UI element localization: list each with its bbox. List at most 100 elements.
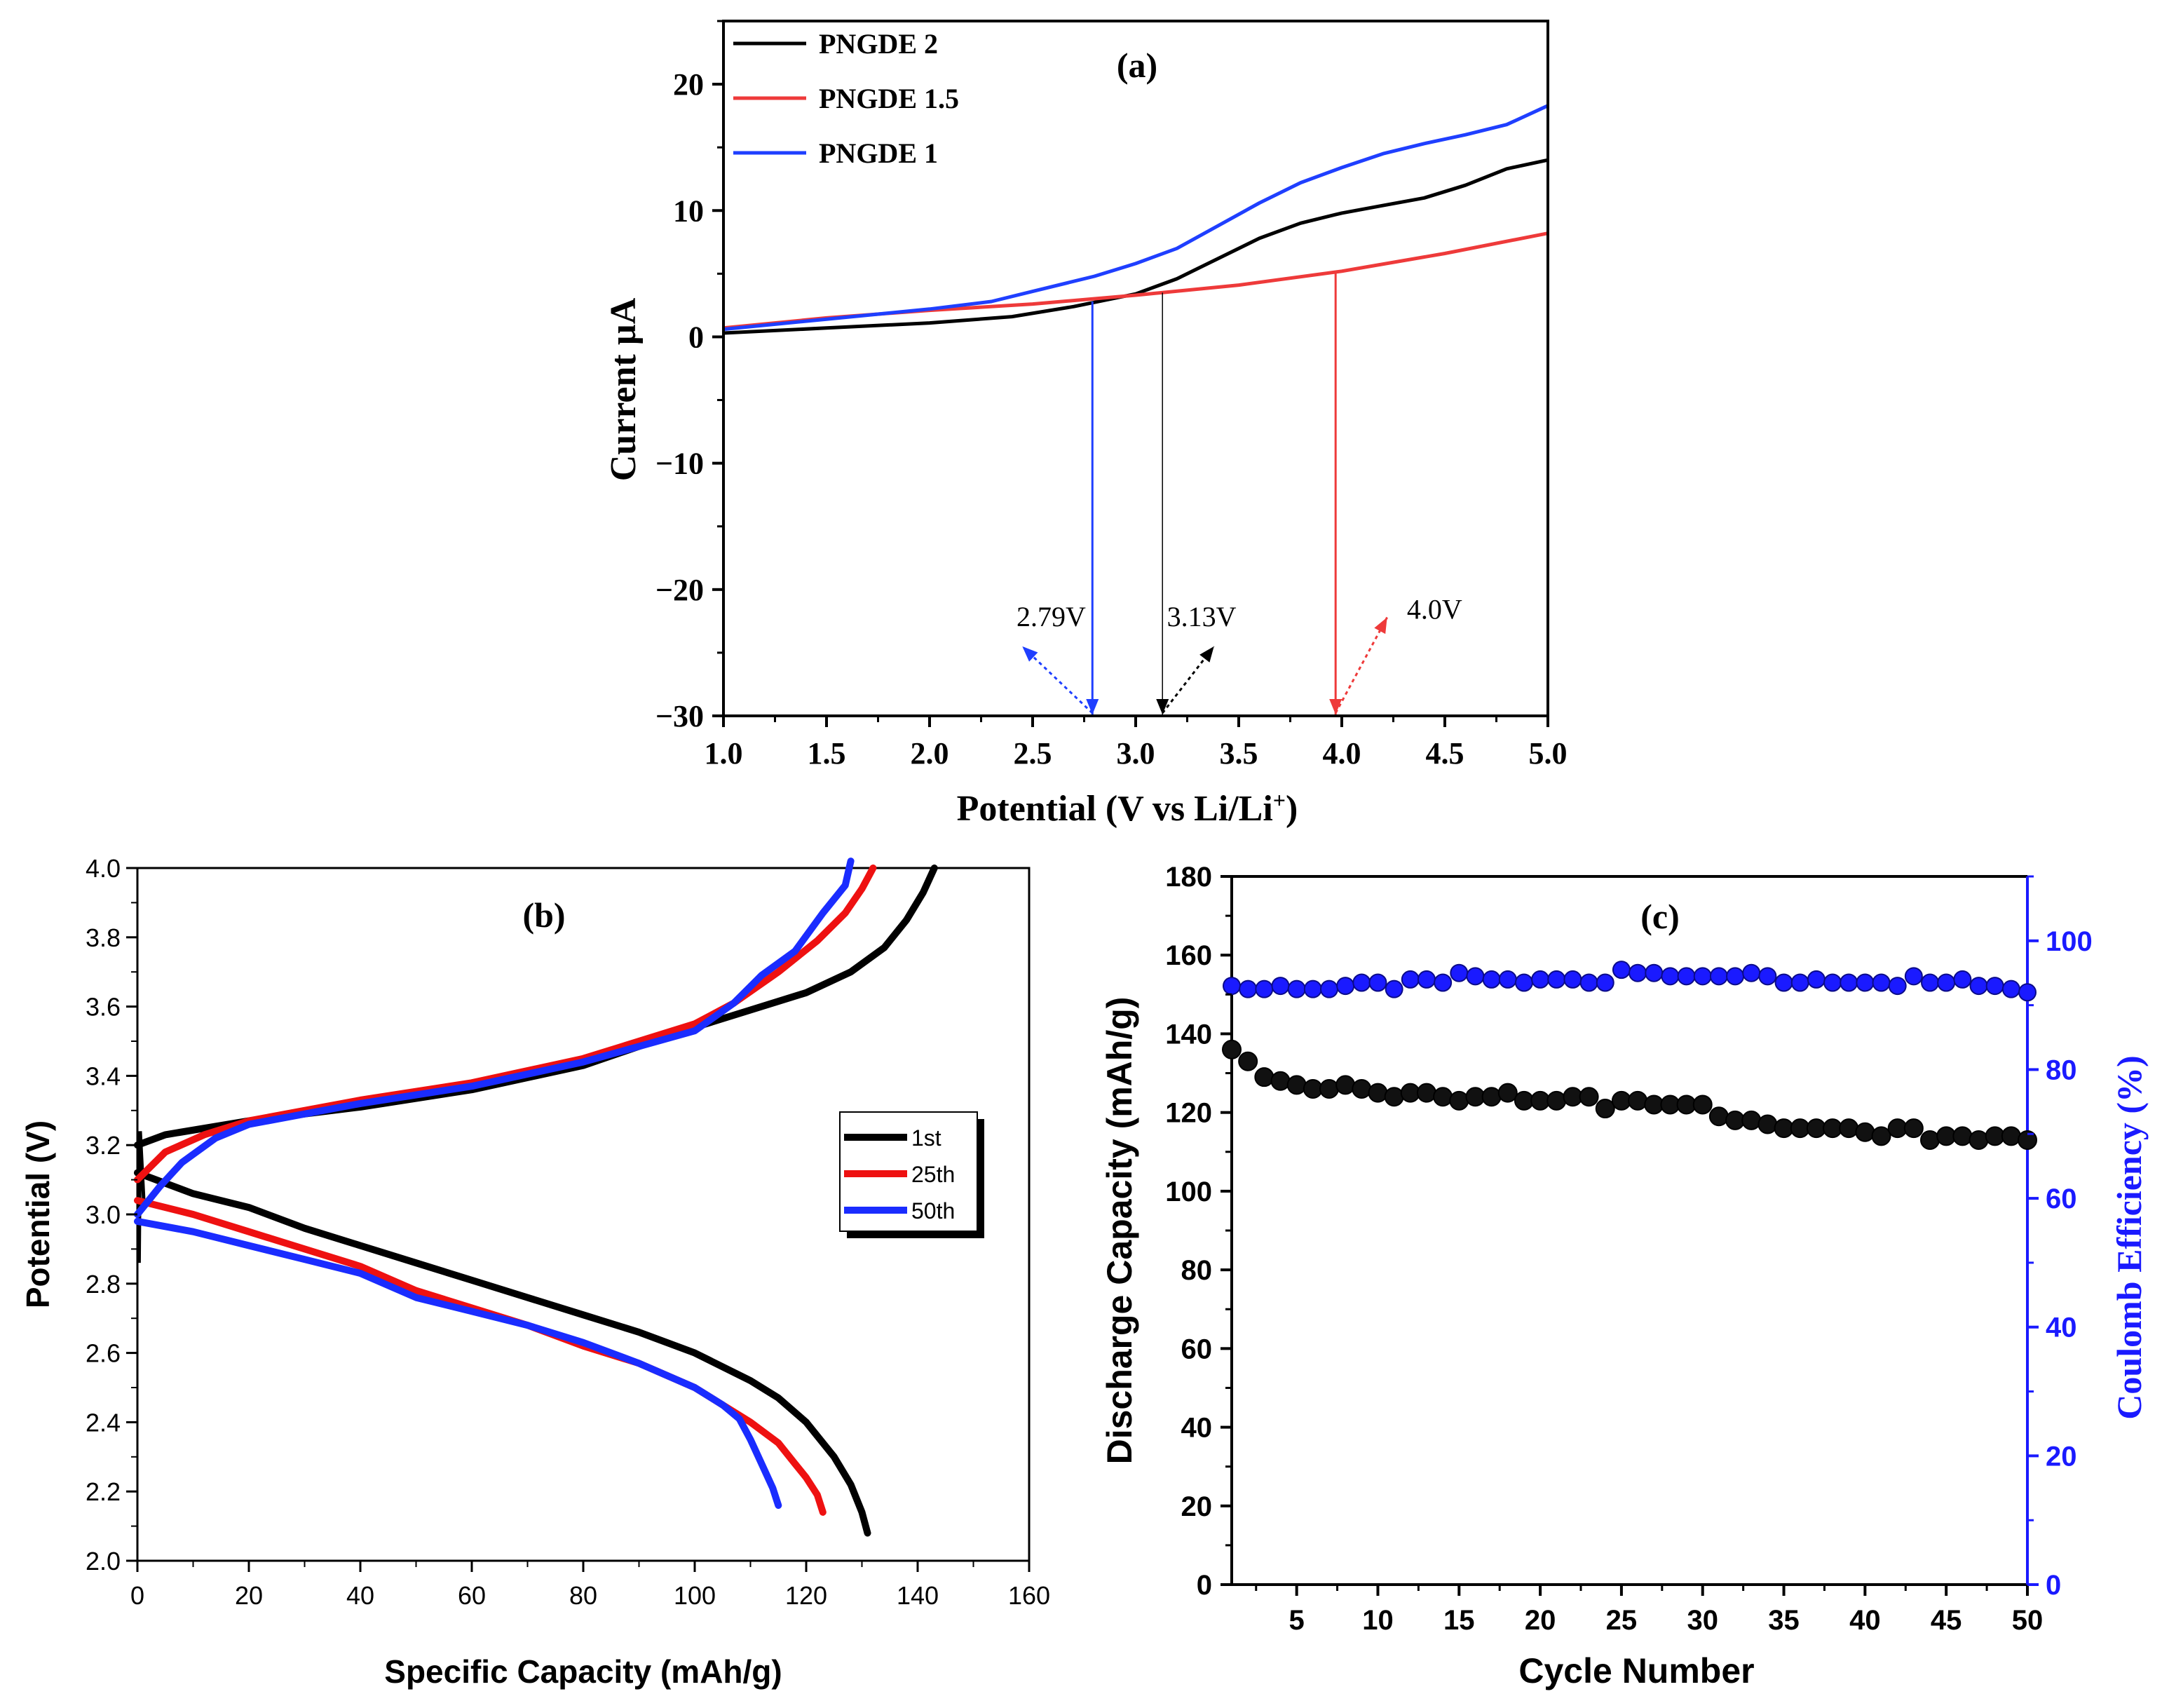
x-tick-label: 40 <box>346 1581 374 1610</box>
capacity-point <box>1692 1094 1713 1115</box>
legend-label-1: 1st <box>911 1125 941 1151</box>
capacity-point <box>1319 1079 1339 1099</box>
capacity-point <box>2018 1130 2037 1150</box>
y-tick-label: 20 <box>673 67 704 102</box>
capacity-point <box>1449 1090 1469 1111</box>
x-tick-label: 10 <box>1362 1605 1394 1636</box>
y-tick-label: 3.2 <box>86 1131 121 1160</box>
capacity-point <box>1903 1118 1924 1139</box>
efficiency-point <box>1466 967 1485 986</box>
y-right-tick-label: 80 <box>2046 1055 2077 1085</box>
capacity-point <box>1286 1075 1307 1095</box>
capacity-point <box>1660 1094 1680 1115</box>
x-tick-label: 4.0 <box>1323 736 1361 771</box>
efficiency-point <box>1888 977 1907 996</box>
capacity-point <box>1855 1122 1875 1142</box>
y-tick-label: 2.6 <box>86 1339 121 1368</box>
capacity-point <box>1758 1114 1778 1134</box>
efficiency-point <box>1612 961 1631 980</box>
capacity-point <box>1936 1126 1957 1146</box>
efficiency-point <box>1531 970 1550 989</box>
y-axis-title: Current µA <box>604 297 644 481</box>
y-tick-label: 3.0 <box>86 1200 121 1229</box>
efficiency-point <box>1271 977 1290 996</box>
y-tick-label: 20 <box>1181 1491 1213 1522</box>
annotation-label-1: 2.79V <box>1017 601 1086 632</box>
y-tick-label: 120 <box>1165 1098 1212 1129</box>
y-tick-label: 4.0 <box>86 854 121 883</box>
panel-label: (b) <box>522 895 565 935</box>
capacity-point <box>1384 1087 1404 1107</box>
y-tick-label: 2.2 <box>86 1477 121 1506</box>
y-tick-label: 3.8 <box>86 923 121 952</box>
x-axis-title: Specific Capacity (mAh/g) <box>384 1653 782 1690</box>
initial-voltage-spike <box>137 1131 147 1263</box>
capacity-point <box>1708 1106 1729 1127</box>
efficiency-point <box>1758 967 1777 986</box>
discharge-curve-1st <box>134 1169 871 1537</box>
x-tick-label: 25 <box>1606 1605 1638 1636</box>
capacity-point <box>1335 1075 1356 1095</box>
y-right-axis-title: Coulomb Efficiency (%) <box>2109 1055 2149 1419</box>
annotation-arrowhead-3 <box>1329 699 1342 714</box>
y-tick-label: 10 <box>673 194 704 228</box>
efficiency-point <box>1726 967 1745 986</box>
x-tick-label: 1.0 <box>705 736 743 771</box>
capacity-point <box>1741 1110 1762 1130</box>
efficiency-point <box>1514 973 1533 992</box>
efficiency-point <box>1693 967 1712 986</box>
efficiency-point <box>2001 980 2020 998</box>
x-tick-label: 120 <box>785 1581 827 1610</box>
efficiency-point <box>1742 963 1761 982</box>
capacity-point <box>1481 1087 1502 1107</box>
efficiency-point <box>1303 980 1322 998</box>
y-tick-label: 3.6 <box>86 993 121 1022</box>
y-axis-title: Discharge Capacity (mAh/g) <box>1100 997 1139 1465</box>
x-tick-label: 20 <box>235 1581 263 1610</box>
legend-label-1: PNGDE 2 <box>819 28 938 60</box>
efficiency-point <box>1904 967 1923 986</box>
capacity-point <box>1985 1126 2005 1146</box>
efficiency-point <box>1255 980 1274 998</box>
y-tick-label: 40 <box>1181 1413 1213 1444</box>
efficiency-point <box>1985 977 2004 996</box>
capacity-point <box>1416 1083 1436 1103</box>
efficiency-point <box>1629 963 1647 982</box>
x-tick-label: 140 <box>897 1581 939 1610</box>
capacity-point <box>1969 1130 1989 1150</box>
capacity-point <box>1254 1067 1274 1087</box>
y-tick-label: 2.4 <box>86 1408 121 1437</box>
y-tick-label: 180 <box>1165 862 1212 893</box>
y-tick-label: −10 <box>655 447 704 481</box>
efficiency-point <box>1596 973 1614 992</box>
capacity-point <box>1952 1126 1973 1146</box>
y-tick-label: 2.8 <box>86 1270 121 1299</box>
efficiency-point <box>1352 973 1371 992</box>
y-tick-label: 60 <box>1181 1334 1213 1364</box>
discharge-curve-25th <box>134 1197 827 1516</box>
y-tick-label: −20 <box>655 573 704 607</box>
efficiency-point <box>1790 973 1809 992</box>
discharge-curve-50th <box>134 1217 782 1509</box>
y-tick-label: 140 <box>1165 1019 1212 1050</box>
capacity-point <box>2001 1126 2021 1146</box>
legend-label-3: PNGDE 1 <box>819 137 938 169</box>
y-right-tick-label: 100 <box>2046 926 2093 957</box>
efficiency-point <box>1482 970 1501 989</box>
y-tick-label: 3.4 <box>86 1062 121 1090</box>
efficiency-point <box>1336 977 1355 996</box>
efficiency-point <box>1434 973 1453 992</box>
efficiency-point <box>1223 977 1241 996</box>
efficiency-point <box>1807 970 1826 989</box>
annotation-dotted-arrow-1 <box>1021 645 1094 714</box>
series-line-pngde-2 <box>723 158 1549 335</box>
y-tick-label: 80 <box>1181 1255 1213 1286</box>
efficiency-point <box>1872 973 1891 992</box>
capacity-point <box>1595 1099 1615 1119</box>
capacity-point <box>1839 1118 1859 1139</box>
x-tick-label: 2.5 <box>1014 736 1052 771</box>
annotation-arrowhead-2 <box>1156 699 1169 714</box>
efficiency-point <box>1774 973 1793 992</box>
efficiency-point <box>2018 983 2037 1002</box>
